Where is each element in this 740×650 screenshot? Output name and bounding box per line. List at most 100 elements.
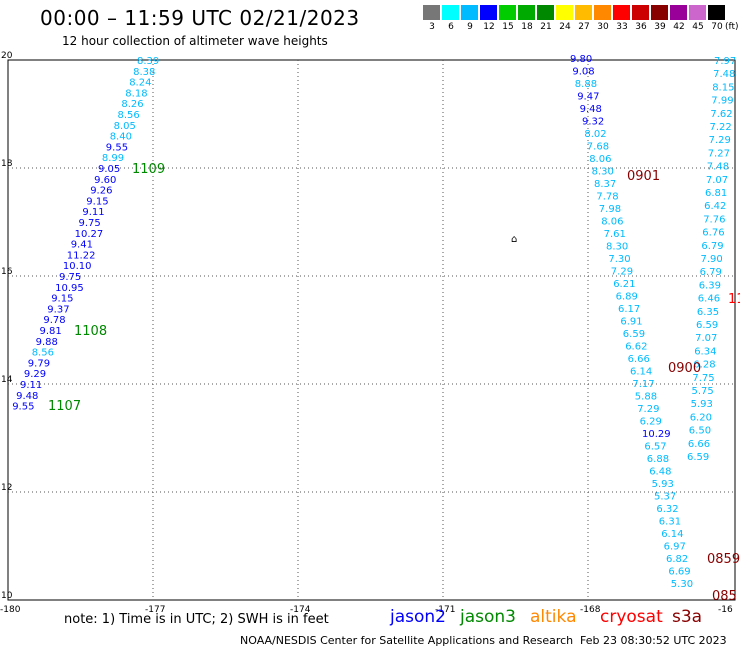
- swh-value: 9.81: [40, 326, 62, 337]
- swh-value: 6.20: [690, 412, 712, 423]
- swh-value: 7.62: [710, 109, 732, 120]
- scale-label: 45: [692, 22, 704, 32]
- lon-tick-label: -174: [290, 605, 311, 615]
- swh-value: 6.39: [699, 280, 721, 291]
- pass-time-label: 085: [712, 589, 737, 604]
- swh-value: 8.18: [125, 88, 147, 99]
- pass-time-label: 1108: [74, 324, 107, 339]
- pass-time-label: 1109: [132, 162, 165, 177]
- swh-value: 6.88: [647, 454, 669, 465]
- swh-value: 8.30: [592, 167, 614, 178]
- swh-value: 6.89: [616, 292, 638, 303]
- swh-value: 6.28: [693, 360, 715, 371]
- scale-label: 27: [578, 22, 590, 32]
- scale-swatch: [708, 5, 725, 20]
- swh-value: 8.02: [584, 129, 606, 140]
- swh-value: 6.17: [618, 304, 640, 315]
- pass-time-label: 0901: [627, 169, 660, 184]
- generation-timestamp: Feb 23 08:30:52 UTC 2023: [580, 634, 727, 647]
- scale-swatch: [632, 5, 649, 20]
- swh-value: 6.97: [664, 542, 686, 553]
- lon-tick-label: -168: [580, 605, 601, 615]
- swh-value: 9.48: [16, 391, 38, 402]
- swh-value: 6.57: [644, 442, 666, 453]
- swh-value: 8.06: [601, 217, 623, 228]
- swh-value: 7.17: [632, 379, 654, 390]
- swh-value: 6.66: [628, 354, 650, 365]
- swh-value: 8.24: [129, 78, 151, 89]
- swh-value: 7.97: [714, 56, 736, 67]
- island-marker-icon: ⌂: [511, 234, 518, 245]
- swh-value: 6.66: [688, 439, 710, 450]
- swh-value: 8.56: [118, 110, 140, 121]
- swh-value: 9.15: [51, 294, 73, 305]
- swh-value: 7.22: [710, 122, 732, 133]
- scale-swatch: [575, 5, 592, 20]
- scale-label: 3: [429, 22, 435, 32]
- swh-value: 6.82: [666, 554, 688, 565]
- swh-value: 9.26: [90, 186, 112, 197]
- swh-value: 8.40: [110, 132, 132, 143]
- legend-jason2: jason2: [390, 607, 446, 627]
- scale-label: 9: [467, 22, 473, 32]
- swh-value: 8.30: [606, 242, 628, 253]
- swh-value: 9.37: [47, 304, 69, 315]
- swh-value: 5.75: [692, 386, 714, 397]
- scale-label: 42: [673, 22, 685, 32]
- swh-value: 9.41: [71, 240, 93, 251]
- swh-value: 6.79: [700, 267, 722, 278]
- scale-swatch: [556, 5, 573, 20]
- swh-value: 9.11: [20, 380, 42, 391]
- swh-value: 8.15: [712, 82, 734, 93]
- swh-value: 6.14: [630, 367, 652, 378]
- swh-value: 6.46: [698, 294, 720, 305]
- swh-value: 6.21: [613, 279, 635, 290]
- scale-swatch: [499, 5, 516, 20]
- swh-value: 7.07: [706, 175, 728, 186]
- swh-value: 7.48: [713, 69, 735, 80]
- footer-note: note: 1) Time is in UTC; 2) SWH is in fe…: [64, 612, 329, 627]
- scale-swatch: [594, 5, 611, 20]
- swh-value: 8.39: [137, 56, 159, 67]
- swh-value: 5.93: [652, 479, 674, 490]
- legend-s3a: s3a: [672, 607, 703, 627]
- swh-value: 5.37: [654, 492, 676, 503]
- swh-value: 8.56: [32, 348, 54, 359]
- swh-value: 9.32: [582, 117, 604, 128]
- swh-value: 7.07: [695, 333, 717, 344]
- legend-altika: altika: [530, 607, 577, 627]
- swh-value: 6.81: [705, 188, 727, 199]
- swh-value: 6.79: [701, 241, 723, 252]
- scale-label: 33: [616, 22, 628, 32]
- swh-value: 9.55: [12, 402, 34, 413]
- swh-value: 7.29: [611, 267, 633, 278]
- scale-swatch: [518, 5, 535, 20]
- lon-tick-label: -180: [0, 605, 21, 615]
- scale-swatch: [423, 5, 440, 20]
- swh-value: 6.48: [649, 467, 671, 478]
- swh-value: 6.35: [697, 307, 719, 318]
- swh-value: 9.75: [59, 272, 81, 283]
- swh-value: 9.79: [28, 358, 50, 369]
- swh-value: 7.99: [711, 96, 733, 107]
- scale-label: 15: [502, 22, 514, 32]
- scale-swatch: [689, 5, 706, 20]
- swh-value: 5.93: [691, 399, 713, 410]
- swh-value: 7.68: [587, 142, 609, 153]
- swh-value: 9.55: [106, 142, 128, 153]
- swh-value: 10.10: [63, 261, 92, 272]
- swh-value: 6.59: [623, 329, 645, 340]
- swh-value: 7.61: [604, 229, 626, 240]
- swh-value: 9.60: [94, 175, 116, 186]
- swh-value: 8.38: [133, 67, 155, 78]
- scale-swatch: [461, 5, 478, 20]
- pass-time-label: 0859: [707, 552, 740, 567]
- credit-line: NOAA/NESDIS Center for Satellite Applica…: [240, 634, 574, 647]
- lon-tick-label: -16: [718, 605, 733, 615]
- lat-tick-label: 18: [1, 159, 13, 169]
- swh-value: 9.15: [86, 196, 108, 207]
- swh-value: 9.48: [580, 104, 602, 115]
- pass-time-label: 11: [728, 292, 740, 307]
- scale-swatch: [670, 5, 687, 20]
- swh-value: 9.75: [79, 218, 101, 229]
